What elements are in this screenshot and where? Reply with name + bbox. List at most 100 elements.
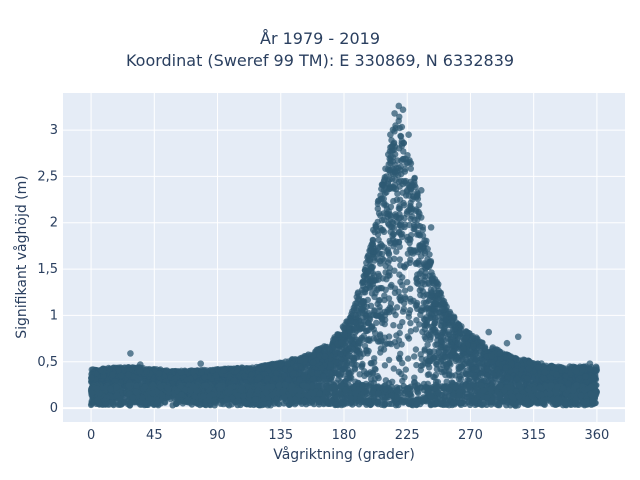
data-point	[445, 331, 453, 338]
data-point	[404, 208, 411, 215]
data-point	[439, 299, 447, 307]
data-point	[401, 287, 409, 294]
data-point	[451, 324, 459, 332]
data-point	[487, 376, 495, 383]
data-point	[409, 182, 416, 189]
data-point	[466, 348, 473, 355]
data-point	[471, 366, 478, 373]
data-point	[391, 267, 398, 274]
data-point	[395, 164, 402, 172]
data-point	[405, 313, 412, 321]
data-point	[303, 365, 310, 372]
data-point	[593, 366, 600, 373]
data-point	[360, 278, 367, 286]
data-point	[483, 353, 491, 360]
data-point	[356, 292, 363, 300]
data-point	[442, 315, 449, 322]
data-point	[467, 354, 474, 361]
data-point	[464, 367, 471, 374]
data-point	[381, 292, 388, 299]
data-point	[381, 244, 388, 251]
data-point	[375, 210, 383, 217]
data-point	[390, 224, 398, 232]
data-point	[351, 366, 359, 373]
data-point	[408, 231, 415, 239]
data-point	[341, 364, 348, 371]
data-point	[398, 142, 406, 149]
data-point	[314, 370, 321, 377]
data-point	[256, 374, 263, 381]
data-point	[386, 167, 393, 174]
data-point	[399, 377, 406, 385]
data-point	[219, 367, 227, 374]
data-point	[478, 377, 485, 384]
data-point	[282, 366, 289, 373]
data-point	[365, 268, 372, 275]
data-point	[355, 343, 362, 350]
data-point	[374, 286, 381, 293]
data-point	[390, 365, 397, 372]
data-point	[347, 335, 354, 343]
data-point	[427, 357, 435, 365]
data-point	[483, 372, 490, 380]
data-point	[410, 248, 418, 255]
data-point	[381, 176, 388, 183]
data-point	[398, 137, 405, 145]
data-point	[385, 295, 393, 302]
data-point	[386, 304, 393, 311]
data-point	[384, 213, 391, 221]
data-point	[115, 367, 122, 374]
data-point	[374, 338, 382, 345]
data-point	[393, 342, 401, 350]
data-point	[378, 250, 386, 258]
data-point	[407, 285, 414, 292]
data-point	[412, 346, 420, 353]
data-point	[369, 369, 376, 376]
data-point	[381, 362, 389, 369]
data-point	[318, 364, 325, 372]
data-point	[375, 297, 382, 304]
data-point	[396, 256, 403, 263]
data-point	[414, 305, 421, 312]
data-point	[457, 376, 464, 383]
data-points	[87, 102, 600, 410]
data-point	[425, 305, 432, 312]
data-point	[426, 251, 433, 258]
data-point	[395, 354, 403, 361]
data-point	[381, 190, 389, 197]
data-point	[410, 225, 417, 233]
data-point	[359, 362, 366, 369]
data-point	[404, 333, 411, 340]
data-point	[435, 354, 442, 361]
data-point	[370, 326, 377, 333]
data-point	[375, 270, 382, 278]
data-point	[411, 175, 418, 182]
data-point	[397, 297, 404, 304]
data-point	[460, 344, 467, 352]
data-point	[422, 335, 429, 343]
data-point	[553, 371, 560, 378]
data-point	[407, 328, 414, 335]
data-point	[402, 165, 409, 173]
data-point	[352, 325, 359, 332]
data-point	[417, 351, 424, 358]
data-point	[385, 251, 393, 258]
data-point	[388, 143, 395, 150]
data-point	[413, 361, 420, 369]
data-point	[396, 271, 403, 278]
data-point	[385, 356, 393, 364]
data-point	[345, 351, 352, 359]
data-point	[373, 319, 380, 326]
data-point	[414, 221, 421, 229]
data-point	[385, 185, 393, 192]
data-point	[371, 293, 378, 301]
data-point	[439, 329, 447, 336]
data-point	[390, 197, 397, 205]
data-point	[407, 165, 414, 172]
data-point	[359, 336, 366, 343]
data-point	[419, 273, 427, 280]
data-point	[424, 245, 431, 253]
data-point	[393, 304, 401, 311]
data-point	[377, 331, 384, 338]
data-point	[382, 377, 390, 384]
